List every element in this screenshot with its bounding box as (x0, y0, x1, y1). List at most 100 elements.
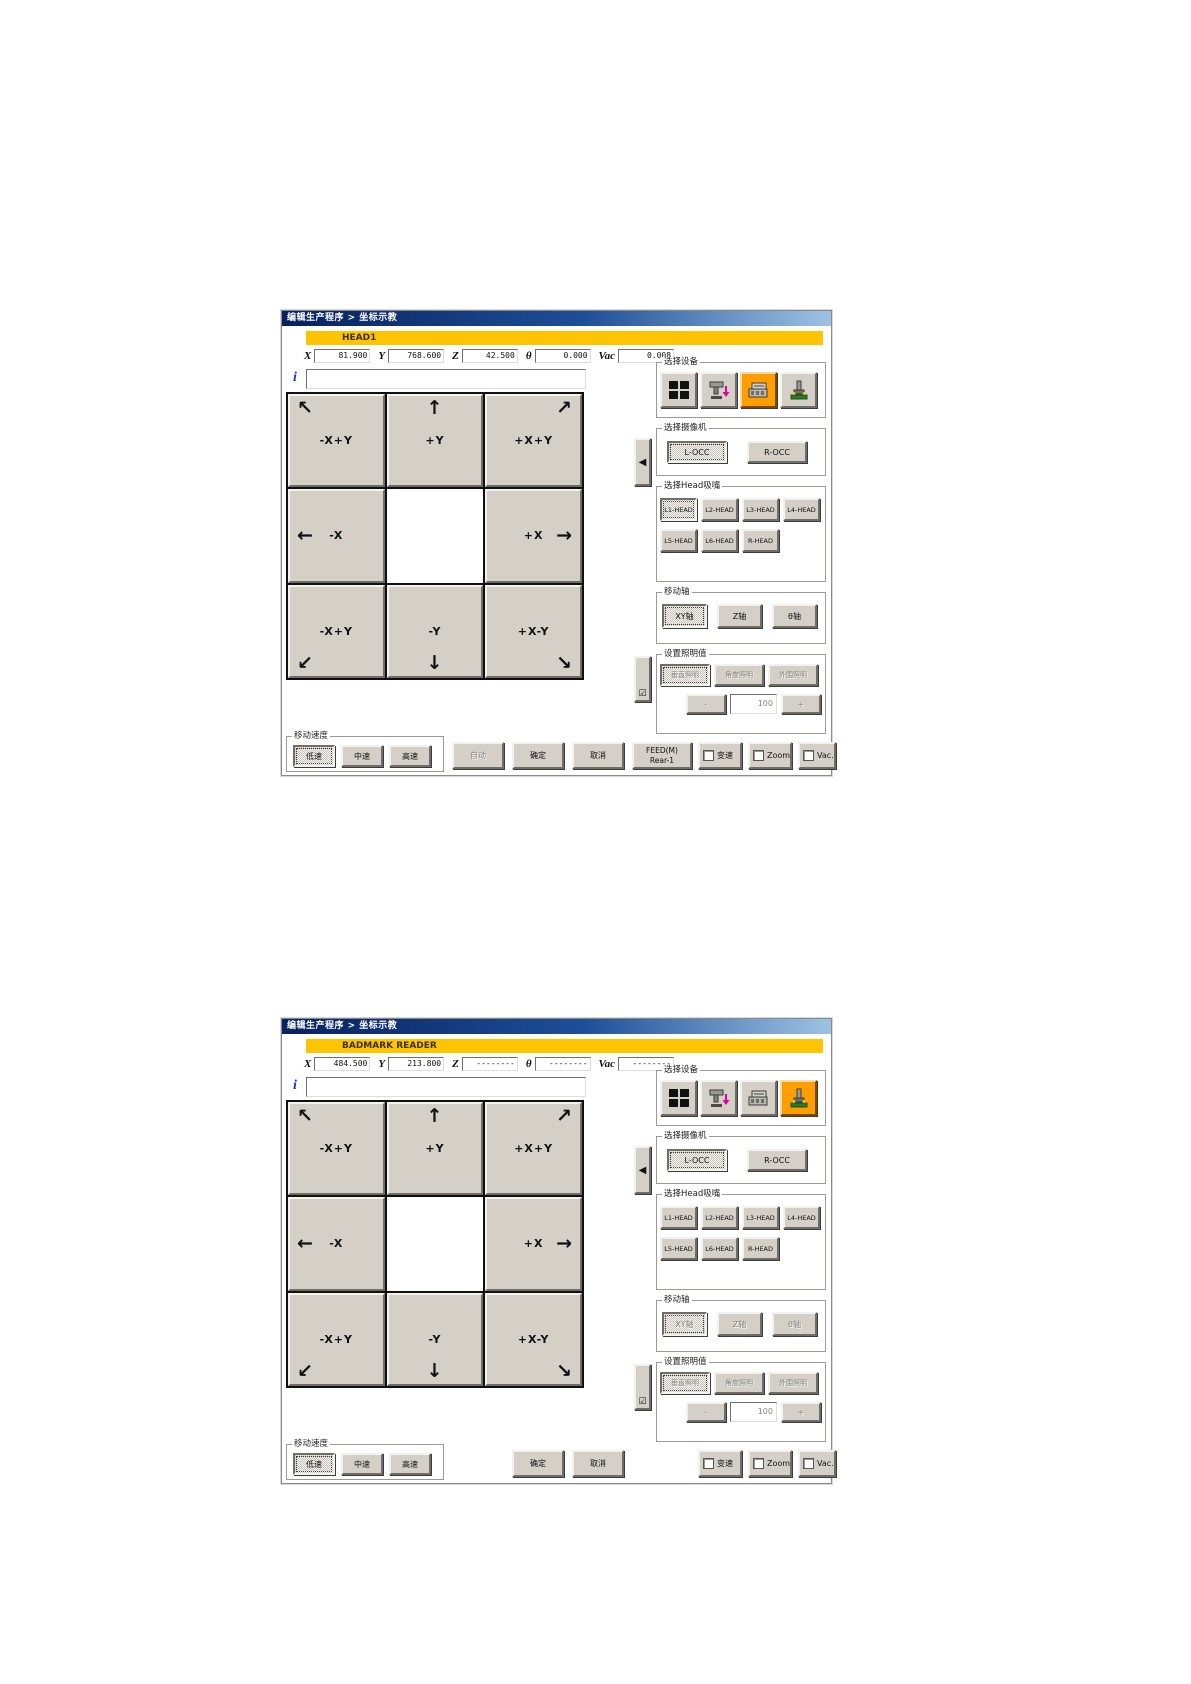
device-dispenser-button[interactable] (700, 1080, 737, 1116)
theta-label: θ (525, 1058, 532, 1070)
feed-button[interactable]: FEED(M) Rear-1 (632, 742, 692, 769)
y-value-field: 768.600 (388, 349, 445, 363)
device-badmark-button[interactable] (780, 372, 817, 408)
jog-minus-x-button[interactable]: ← -X (288, 489, 385, 583)
head-l1-button[interactable]: L1-HEAD (660, 498, 697, 521)
x-value-field: 81.900 (314, 349, 371, 363)
camera-l-occ-button[interactable]: L-OCC (667, 441, 727, 463)
variable-speed-checkbox[interactable] (703, 1458, 714, 1469)
head-l5-button[interactable]: L5-HEAD (660, 1237, 697, 1260)
jog-plus-x-plus-y-button[interactable]: ↗ +X+Y (485, 1102, 582, 1196)
light-vertical-button[interactable]: 垂直照明 (660, 1372, 710, 1394)
zoom-checkbox[interactable] (753, 1458, 764, 1469)
jog-plus-x-minus-y-button[interactable]: ↘ +X-Y (485, 584, 582, 678)
vac-checkbox[interactable] (803, 1458, 814, 1469)
coordinate-readout: X 81.900 Y 768.600 Z 42.500 θ 0.000 Vac … (304, 349, 675, 363)
light-outer-button[interactable]: 外围照明 (768, 664, 818, 686)
jog-minus-x-plus-y-button[interactable]: ↖ -X+Y (288, 394, 385, 488)
head-l3-button[interactable]: L3-HEAD (742, 498, 779, 521)
light-decrease-button[interactable]: - (686, 694, 726, 714)
speed-mid-button[interactable]: 中速 (341, 1453, 383, 1475)
head-l2-button[interactable]: L2-HEAD (701, 498, 738, 521)
arrow-down-left-icon: ↙ (297, 1360, 314, 1382)
device-button-row (657, 1071, 825, 1116)
speed-low-button[interactable]: 低速 (293, 1453, 335, 1475)
speed-high-button[interactable]: 高速 (389, 1453, 431, 1475)
jog-label: +X (523, 1237, 544, 1251)
speed-low-button[interactable]: 低速 (293, 745, 335, 767)
jog-minus-x-button[interactable]: ← -X (288, 1197, 385, 1291)
jog-minus-x-plus-y-button[interactable]: ↖ -X+Y (288, 1102, 385, 1196)
device-feeder-button[interactable] (740, 1080, 777, 1116)
speed-mid-button[interactable]: 中速 (341, 745, 383, 767)
head-l4-button[interactable]: L4-HEAD (783, 1206, 820, 1229)
vac-label: Vac (598, 350, 616, 362)
device-badmark-button[interactable] (780, 1080, 817, 1116)
jog-plus-x-button[interactable]: +X → (485, 489, 582, 583)
head-l6-button[interactable]: L6-HEAD (701, 529, 738, 552)
cancel-button[interactable]: 取消 (572, 1450, 624, 1477)
jog-plus-x-minus-y-button[interactable]: ↘ +X-Y (485, 1292, 582, 1386)
head-l4-button[interactable]: L4-HEAD (783, 498, 820, 521)
axis-xy-button[interactable]: XY轴 (662, 1312, 707, 1336)
axis-theta-button[interactable]: θ轴 (772, 604, 817, 628)
head-r-button[interactable]: R-HEAD (742, 1237, 779, 1260)
light-increase-button[interactable]: + (781, 694, 821, 714)
axis-z-button[interactable]: Z轴 (717, 604, 762, 628)
back-arrow-button[interactable]: ◀ (634, 1146, 651, 1194)
light-angle-button[interactable]: 角度照明 (714, 1372, 764, 1394)
axis-z-button[interactable]: Z轴 (717, 1312, 762, 1336)
arrow-down-icon: ↓ (426, 652, 444, 674)
cancel-button[interactable]: 取消 (572, 742, 624, 769)
message-input[interactable] (306, 369, 586, 389)
device-feeder-button[interactable] (740, 372, 777, 408)
axis-theta-button[interactable]: θ轴 (772, 1312, 817, 1336)
message-input[interactable] (306, 1077, 586, 1097)
camera-r-occ-button[interactable]: R-OCC (747, 441, 807, 463)
camera-r-occ-button[interactable]: R-OCC (747, 1149, 807, 1171)
jog-plus-x-plus-y-button[interactable]: ↗ +X+Y (485, 394, 582, 488)
jog-plus-y-button[interactable]: ↑ +Y (386, 394, 484, 488)
jog-minus-y-button[interactable]: ↓ -Y (386, 1292, 484, 1386)
axis-select-group: 移动轴 XY轴 Z轴 θ轴 (656, 587, 826, 644)
light-outer-button[interactable]: 外围照明 (768, 1372, 818, 1394)
light-increase-button[interactable]: + (781, 1402, 821, 1422)
target-name: BADMARK READER (342, 1041, 437, 1051)
jog-minus-x-minus-y-button[interactable]: ↙ -X+Y (288, 584, 385, 678)
auto-button[interactable]: 自动 (452, 742, 504, 769)
head-r-button[interactable]: R-HEAD (742, 529, 779, 552)
jog-plus-y-button[interactable]: ↑ +Y (386, 1102, 484, 1196)
back-arrow-button[interactable]: ◀ (634, 438, 651, 486)
head-select-group: 选择Head吸嘴 L1-HEAD L2-HEAD L3-HEAD L4-HEAD… (656, 1189, 826, 1290)
variable-speed-checkbox[interactable] (703, 750, 714, 761)
dialog-titlebar: 编辑生产程序 > 坐标示教 (282, 1019, 831, 1034)
zoom-checkbox-group: Zoom (748, 742, 792, 769)
jog-minus-y-button[interactable]: ↓ -Y (386, 584, 484, 678)
target-header-bar: HEAD1 (306, 331, 823, 345)
jog-plus-x-button[interactable]: +X → (485, 1197, 582, 1291)
light-angle-button[interactable]: 角度照明 (714, 664, 764, 686)
feeder-icon (748, 382, 767, 398)
ok-button[interactable]: 确定 (512, 1450, 564, 1477)
ok-button[interactable]: 确定 (512, 742, 564, 769)
zoom-checkbox[interactable] (753, 750, 764, 761)
jog-minus-x-minus-y-button[interactable]: ↙ -X+Y (288, 1292, 385, 1386)
speed-high-button[interactable]: 高速 (389, 745, 431, 767)
device-grid-button[interactable] (660, 372, 697, 408)
axis-xy-button[interactable]: XY轴 (662, 604, 707, 628)
confirm-toggle-button[interactable]: ☑ (634, 656, 651, 702)
vac-checkbox[interactable] (803, 750, 814, 761)
arrow-down-icon: ↓ (426, 1360, 444, 1382)
head-l6-button[interactable]: L6-HEAD (701, 1237, 738, 1260)
head-l5-button[interactable]: L5-HEAD (660, 529, 697, 552)
device-dispenser-button[interactable] (700, 372, 737, 408)
light-decrease-button[interactable]: - (686, 1402, 726, 1422)
confirm-toggle-button[interactable]: ☑ (634, 1364, 651, 1410)
camera-l-occ-button[interactable]: L-OCC (667, 1149, 727, 1171)
head-l1-button[interactable]: L1-HEAD (660, 1206, 697, 1229)
head-l2-button[interactable]: L2-HEAD (701, 1206, 738, 1229)
y-label: Y (378, 1058, 386, 1070)
light-vertical-button[interactable]: 垂直照明 (660, 664, 710, 686)
head-l3-button[interactable]: L3-HEAD (742, 1206, 779, 1229)
device-grid-button[interactable] (660, 1080, 697, 1116)
